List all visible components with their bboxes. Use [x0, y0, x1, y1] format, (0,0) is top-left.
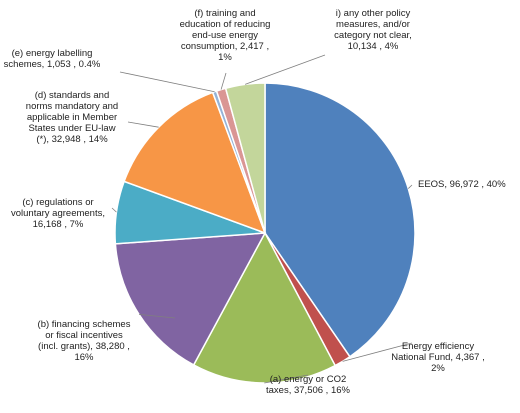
- slice-label: (d) standards and norms mandatory and appl…: [26, 90, 118, 145]
- pie-slices: [114, 82, 416, 384]
- leader-line: [407, 184, 413, 189]
- pie-slice: [123, 91, 267, 235]
- leader-line: [127, 121, 159, 128]
- leader-lines: [111, 54, 413, 384]
- slice-label: Energy efficiency National Fund, 4,367 ,2…: [391, 341, 484, 374]
- leader-line: [245, 54, 326, 85]
- slice-label: (b) financing schemes or fiscal incentive…: [38, 319, 131, 363]
- leader-line: [220, 72, 227, 90]
- slice-label: (f) training and education of reducing end…: [180, 8, 271, 63]
- leader-line: [342, 342, 413, 362]
- pie-slice: [224, 82, 266, 234]
- leader-line: [119, 71, 215, 93]
- leader-line: [111, 207, 117, 213]
- slice-label: (e) energy labelling schemes, 1,053 , 0.4…: [4, 48, 101, 70]
- slice-label: (c) regulations or voluntary agreements, 1…: [11, 197, 105, 230]
- leader-line: [264, 374, 309, 384]
- slice-labels: EEOS, 96,972 , 40% Energy efficiency Natio…: [4, 8, 507, 396]
- slice-label: i) any other policy measures, and/or categ…: [334, 8, 412, 52]
- leader-line: [138, 314, 176, 319]
- slice-label: EEOS, 96,972 , 40%: [418, 179, 506, 190]
- slice-label: (a) energy or CO2 taxes, 37,506 , 16%: [266, 374, 351, 396]
